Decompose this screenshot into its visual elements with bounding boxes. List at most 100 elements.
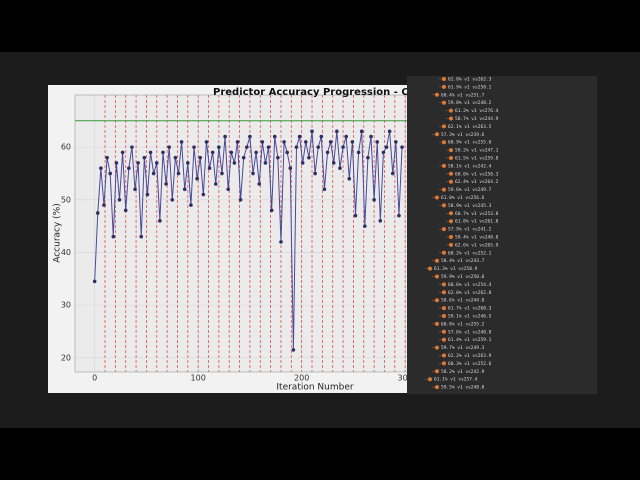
point — [102, 203, 106, 207]
point — [164, 182, 168, 186]
point — [381, 150, 386, 155]
point — [387, 129, 392, 134]
point — [248, 134, 252, 139]
tree-node-label: 57.3% v1 vs239.6 — [441, 132, 485, 138]
point — [319, 134, 324, 139]
point — [186, 161, 190, 165]
point — [142, 155, 147, 160]
y-tick-label: 20 — [61, 353, 71, 362]
point — [130, 145, 134, 149]
tree-node-icon — [435, 369, 439, 374]
point — [341, 145, 345, 149]
point — [120, 150, 125, 155]
tree-node-icon — [449, 108, 453, 113]
point — [294, 145, 299, 149]
point — [390, 171, 395, 176]
point — [148, 150, 153, 155]
point — [322, 187, 327, 192]
point — [238, 197, 243, 202]
plot-area — [75, 95, 408, 372]
tree-node-icon — [449, 242, 453, 247]
point — [241, 155, 246, 160]
tree-node-icon — [442, 250, 446, 255]
point — [310, 129, 314, 134]
point — [192, 145, 196, 149]
point — [127, 166, 131, 170]
point — [154, 161, 159, 165]
tree-node-icon — [442, 306, 446, 311]
tree-node-label: 60.3% v1 vs252.6 — [448, 361, 492, 367]
point — [300, 161, 305, 165]
point — [145, 192, 150, 197]
tree-node-label: 62.4% v1 vs264.2 — [455, 179, 499, 185]
tree-node-label: 61.9% v1 vs258.1 — [448, 84, 492, 90]
tree-node-label: 58.6% v1 vs244.0 — [441, 298, 485, 304]
point — [285, 150, 289, 155]
tree-node-icon — [449, 179, 453, 184]
point — [210, 150, 215, 155]
tree-node-label: 60.4% v1 vs251.7 — [441, 92, 485, 98]
y-tick-label: 50 — [61, 195, 71, 204]
tree-node-label: 60.8% v1 vs255.2 — [441, 321, 485, 327]
point — [297, 134, 302, 139]
point — [375, 140, 380, 144]
point — [291, 348, 296, 352]
tree-node-icon — [435, 258, 439, 263]
point — [384, 145, 389, 149]
point — [139, 234, 144, 239]
point — [350, 140, 355, 144]
tree-node-label: 59.6% v1 vs249.7 — [448, 187, 492, 193]
tree-node-label: 61.1% v1 vs257.4 — [434, 377, 478, 383]
point — [201, 192, 206, 197]
tree-node-label: 59.7% v1 vs249.3 — [441, 345, 485, 351]
point — [229, 150, 234, 155]
tree-node-icon — [449, 235, 453, 239]
tree-node-label: 62.6% v1 vs265.9 — [455, 242, 499, 248]
point — [363, 224, 367, 228]
tree-node-icon — [449, 219, 453, 224]
point — [400, 145, 404, 149]
point — [105, 155, 109, 160]
tree-node-label: 61.8% v1 vs261.0 — [455, 219, 499, 225]
tree-node-label: 61.2% v1 vs276.4 — [455, 108, 499, 114]
point — [99, 166, 103, 170]
tree-node-icon — [435, 132, 439, 137]
tree-node-label: 62.0% v1 vs262.8 — [448, 290, 492, 296]
tree-node-icon — [442, 124, 446, 129]
point — [213, 182, 218, 186]
tree-node-label: 58.4% v1 vs243.7 — [441, 258, 485, 264]
point — [307, 155, 311, 160]
tree-node-icon — [449, 211, 453, 216]
point — [338, 166, 342, 170]
point — [254, 150, 258, 155]
point — [108, 171, 112, 176]
chart-title: Predictor Accuracy Progression - Cycle — [213, 87, 432, 98]
point — [92, 279, 97, 284]
tree-node-label: 59.2% v1 vs247.1 — [455, 148, 499, 154]
point — [269, 208, 274, 213]
tree-node-label: 57.6% v1 vs240.8 — [448, 329, 492, 335]
point — [325, 150, 330, 155]
tree-node-icon — [435, 195, 439, 200]
tree-node-label: 61.5% v1 vs259.8 — [455, 156, 499, 162]
point — [359, 129, 364, 134]
tree-node-icon — [442, 314, 446, 318]
point — [223, 134, 227, 139]
point — [272, 134, 277, 139]
point — [151, 171, 156, 176]
tree-node-icon — [435, 385, 439, 390]
point — [111, 234, 116, 239]
point — [353, 213, 358, 218]
tree-node-icon — [449, 156, 453, 160]
x-tick-label: 200 — [294, 374, 309, 383]
tree-node-label: 59.4% v1 vs248.8 — [455, 235, 499, 241]
tree-node-label: 59.1% v1 vs246.5 — [448, 314, 492, 320]
point — [95, 211, 100, 215]
point — [170, 197, 175, 202]
plot: 20 30 40 50 60 0 100 200 300 — [61, 94, 413, 383]
tree-node-label: 62.8% v1 vs262.3 — [448, 77, 492, 83]
tree-node-label: 62.2% v1 vs263.9 — [448, 353, 492, 359]
point — [226, 187, 230, 192]
tree-node-icon — [435, 345, 439, 350]
